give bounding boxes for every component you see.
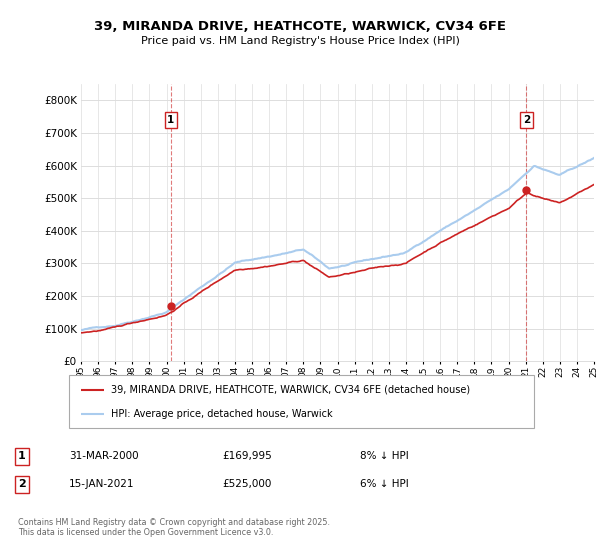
Text: 15-JAN-2021: 15-JAN-2021 <box>69 479 134 489</box>
Text: 31-MAR-2000: 31-MAR-2000 <box>69 451 139 461</box>
Text: Price paid vs. HM Land Registry's House Price Index (HPI): Price paid vs. HM Land Registry's House … <box>140 36 460 46</box>
Text: £525,000: £525,000 <box>222 479 271 489</box>
Text: 1: 1 <box>18 451 26 461</box>
Text: 8% ↓ HPI: 8% ↓ HPI <box>360 451 409 461</box>
Text: Contains HM Land Registry data © Crown copyright and database right 2025.
This d: Contains HM Land Registry data © Crown c… <box>18 518 330 538</box>
Text: 2: 2 <box>18 479 26 489</box>
Text: £169,995: £169,995 <box>222 451 272 461</box>
FancyBboxPatch shape <box>69 375 534 428</box>
Text: 1: 1 <box>167 115 175 125</box>
Text: 2: 2 <box>523 115 530 125</box>
Text: HPI: Average price, detached house, Warwick: HPI: Average price, detached house, Warw… <box>111 409 332 419</box>
Text: 6% ↓ HPI: 6% ↓ HPI <box>360 479 409 489</box>
Text: 39, MIRANDA DRIVE, HEATHCOTE, WARWICK, CV34 6FE (detached house): 39, MIRANDA DRIVE, HEATHCOTE, WARWICK, C… <box>111 385 470 395</box>
Text: 39, MIRANDA DRIVE, HEATHCOTE, WARWICK, CV34 6FE: 39, MIRANDA DRIVE, HEATHCOTE, WARWICK, C… <box>94 20 506 32</box>
